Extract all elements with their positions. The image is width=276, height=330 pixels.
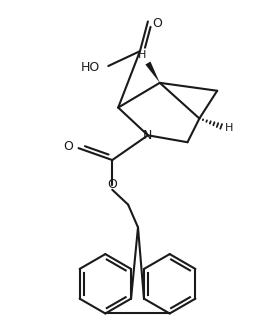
Polygon shape xyxy=(145,61,160,83)
Text: O: O xyxy=(152,17,162,30)
Text: H: H xyxy=(225,123,233,133)
Text: H: H xyxy=(138,50,146,60)
Text: N: N xyxy=(143,129,153,142)
Text: HO: HO xyxy=(81,61,100,75)
Text: O: O xyxy=(107,178,117,191)
Text: O: O xyxy=(63,140,73,153)
